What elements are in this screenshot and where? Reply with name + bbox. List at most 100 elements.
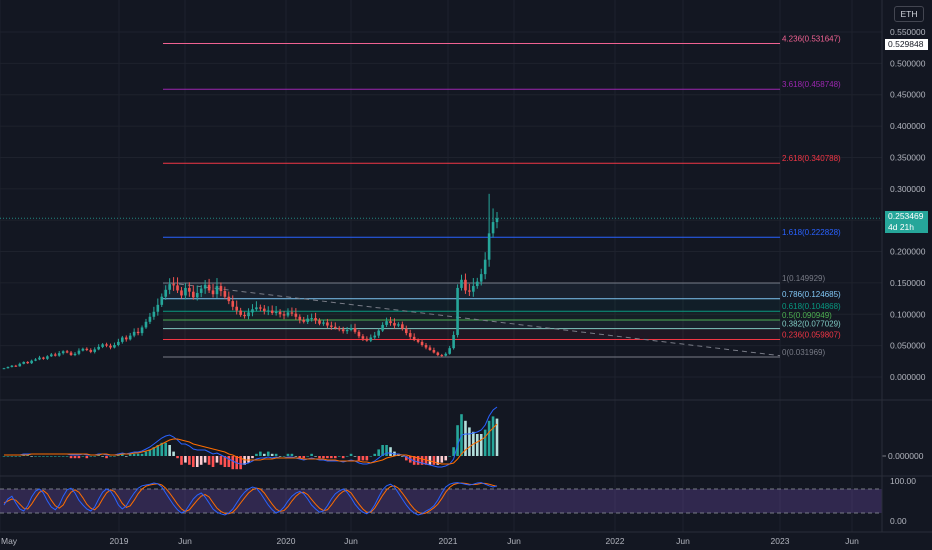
macd-histogram-bar [255,453,258,456]
trendline[interactable] [169,282,781,357]
macd-histogram-bar [318,456,321,459]
candle-body [235,306,239,311]
macd-histogram-bar [227,456,231,467]
macd-axis-label: 0.000000 [888,451,924,461]
stoch-axis-label-top: 100.00 [890,476,916,486]
macd-histogram-bar [219,456,223,465]
fib-level-label: 1.618(0.222828) [782,228,841,237]
candle-body [401,324,404,329]
candle-body [18,363,22,367]
candle-body [408,333,412,337]
macd-histogram-bar [487,420,491,456]
stoch-axis-label-bottom: 0.00 [890,516,907,526]
candle-body [81,348,85,351]
candle-body [180,290,183,296]
candle-body [349,328,353,330]
stoch-band [0,489,882,513]
macd-histogram-bar [452,447,455,456]
candle-body [203,284,207,289]
macd-histogram-bar [337,456,341,457]
macd-histogram-bar [381,445,384,456]
fib-level-label: 0.5(0.090949) [782,311,832,320]
macd-histogram-bar [298,456,302,459]
candle-body [259,307,262,309]
candle-body [223,291,227,297]
macd-histogram-bar [357,456,361,461]
candle-body [404,328,408,334]
fib-zone [163,319,780,329]
macd-histogram-bar [18,456,22,457]
macd-histogram-bar [128,453,132,456]
candle-body [306,318,309,322]
macd-histogram-bar [113,456,116,457]
fib-zone [163,311,780,320]
candle-body [282,314,286,316]
macd-histogram-bar [416,456,420,465]
time-axis-label: 2023 [771,536,790,546]
candle-body [333,326,337,329]
macd-histogram-bar [282,456,286,457]
macd-histogram-bar [353,456,357,457]
candle-body [361,336,365,339]
macd-histogram-bar [420,456,424,465]
candle-body [381,324,384,331]
candle-body [93,349,97,352]
macd-pane: 0.000000 [0,399,932,470]
candle-body [475,281,479,287]
fib-extension-price-badge: 0.529848 [885,39,928,50]
trendline-path [169,282,781,357]
fib-retracement-tool[interactable]: 4.236(0.531647) 3.618(0.458748) 2.618(0.34… [163,35,841,358]
macd-histogram-bar [6,456,10,457]
macd-histogram-bar [184,456,187,463]
macd-histogram-bar [152,447,156,456]
candle-body [136,331,140,334]
macd-histogram-bar [373,453,377,456]
candle-body [148,316,152,322]
candle-body [160,296,164,305]
candle-body [412,336,416,340]
candle-body [286,312,290,316]
macd-histogram-bar [89,456,93,457]
currency-label[interactable]: ETH [894,6,924,22]
price-axis-label: 0.100000 [890,309,926,319]
candle-body [452,334,455,349]
candle-body [164,289,168,297]
bar-countdown: 4d 21h [888,222,914,232]
macd-histogram-bar [389,447,392,456]
candle-body [373,335,377,338]
candle-body [172,284,175,286]
candle-body [211,290,215,295]
macd-histogram-bar [65,456,69,457]
candle-body [416,339,420,342]
fib-level-label: 0.786(0.124685) [782,290,841,299]
macd-histogram-bar [239,456,242,470]
candle-body [444,353,448,356]
candle-body [188,287,191,292]
macd-histogram-bar [180,456,183,465]
candle-body [77,350,81,354]
candle-body [357,331,361,337]
candle-body [117,341,120,346]
macd-histogram-bar [428,456,432,465]
candle-body [310,318,313,320]
candle-body [192,291,195,298]
macd-histogram-bar [314,456,317,457]
candle-body [152,311,156,317]
candle-body [377,330,380,336]
macd-line [4,406,498,468]
macd-histogram-bar [286,453,290,456]
fib-level-label: 0.382(0.077029) [782,320,841,329]
macd-histogram-bar [333,456,337,459]
candle-body [10,365,14,367]
candle-body [22,361,26,364]
macd-histogram-bar [278,456,282,457]
candle-body [353,328,357,332]
macd-histogram-bar [444,456,448,461]
macd-histogram-bar [176,456,179,459]
macd-histogram-bar [81,456,85,457]
candle-body [468,290,471,292]
macd-histogram-bar [432,456,436,465]
price-axis-label: 0.550000 [890,27,926,37]
price-axis-label: 0.500000 [890,58,926,68]
